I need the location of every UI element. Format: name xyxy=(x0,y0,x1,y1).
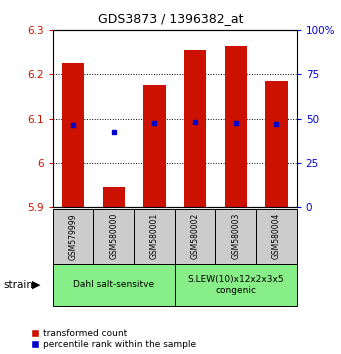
Text: Dahl salt-sensitve: Dahl salt-sensitve xyxy=(73,280,154,290)
Bar xyxy=(53,209,93,264)
Bar xyxy=(93,209,134,264)
Bar xyxy=(265,81,287,207)
Text: GSM580000: GSM580000 xyxy=(109,213,118,259)
Text: strain: strain xyxy=(3,280,33,290)
Bar xyxy=(184,50,206,207)
Text: GSM580004: GSM580004 xyxy=(272,213,281,259)
Bar xyxy=(256,209,297,264)
Legend: transformed count, percentile rank within the sample: transformed count, percentile rank withi… xyxy=(32,329,196,349)
Text: GSM580003: GSM580003 xyxy=(231,213,240,259)
Bar xyxy=(143,85,166,207)
Bar xyxy=(224,46,247,207)
Bar xyxy=(175,264,297,306)
Bar xyxy=(216,209,256,264)
Text: GDS3873 / 1396382_at: GDS3873 / 1396382_at xyxy=(98,12,243,25)
Bar xyxy=(103,187,125,207)
Text: GSM580001: GSM580001 xyxy=(150,213,159,259)
Bar xyxy=(53,264,175,306)
Text: GSM579999: GSM579999 xyxy=(69,213,78,259)
Bar xyxy=(134,209,175,264)
Bar xyxy=(62,63,84,207)
Bar xyxy=(175,209,216,264)
Text: S.LEW(10)x12x2x3x5
congenic: S.LEW(10)x12x2x3x5 congenic xyxy=(188,275,284,295)
Text: ▶: ▶ xyxy=(32,280,40,290)
Text: GSM580002: GSM580002 xyxy=(191,213,199,259)
